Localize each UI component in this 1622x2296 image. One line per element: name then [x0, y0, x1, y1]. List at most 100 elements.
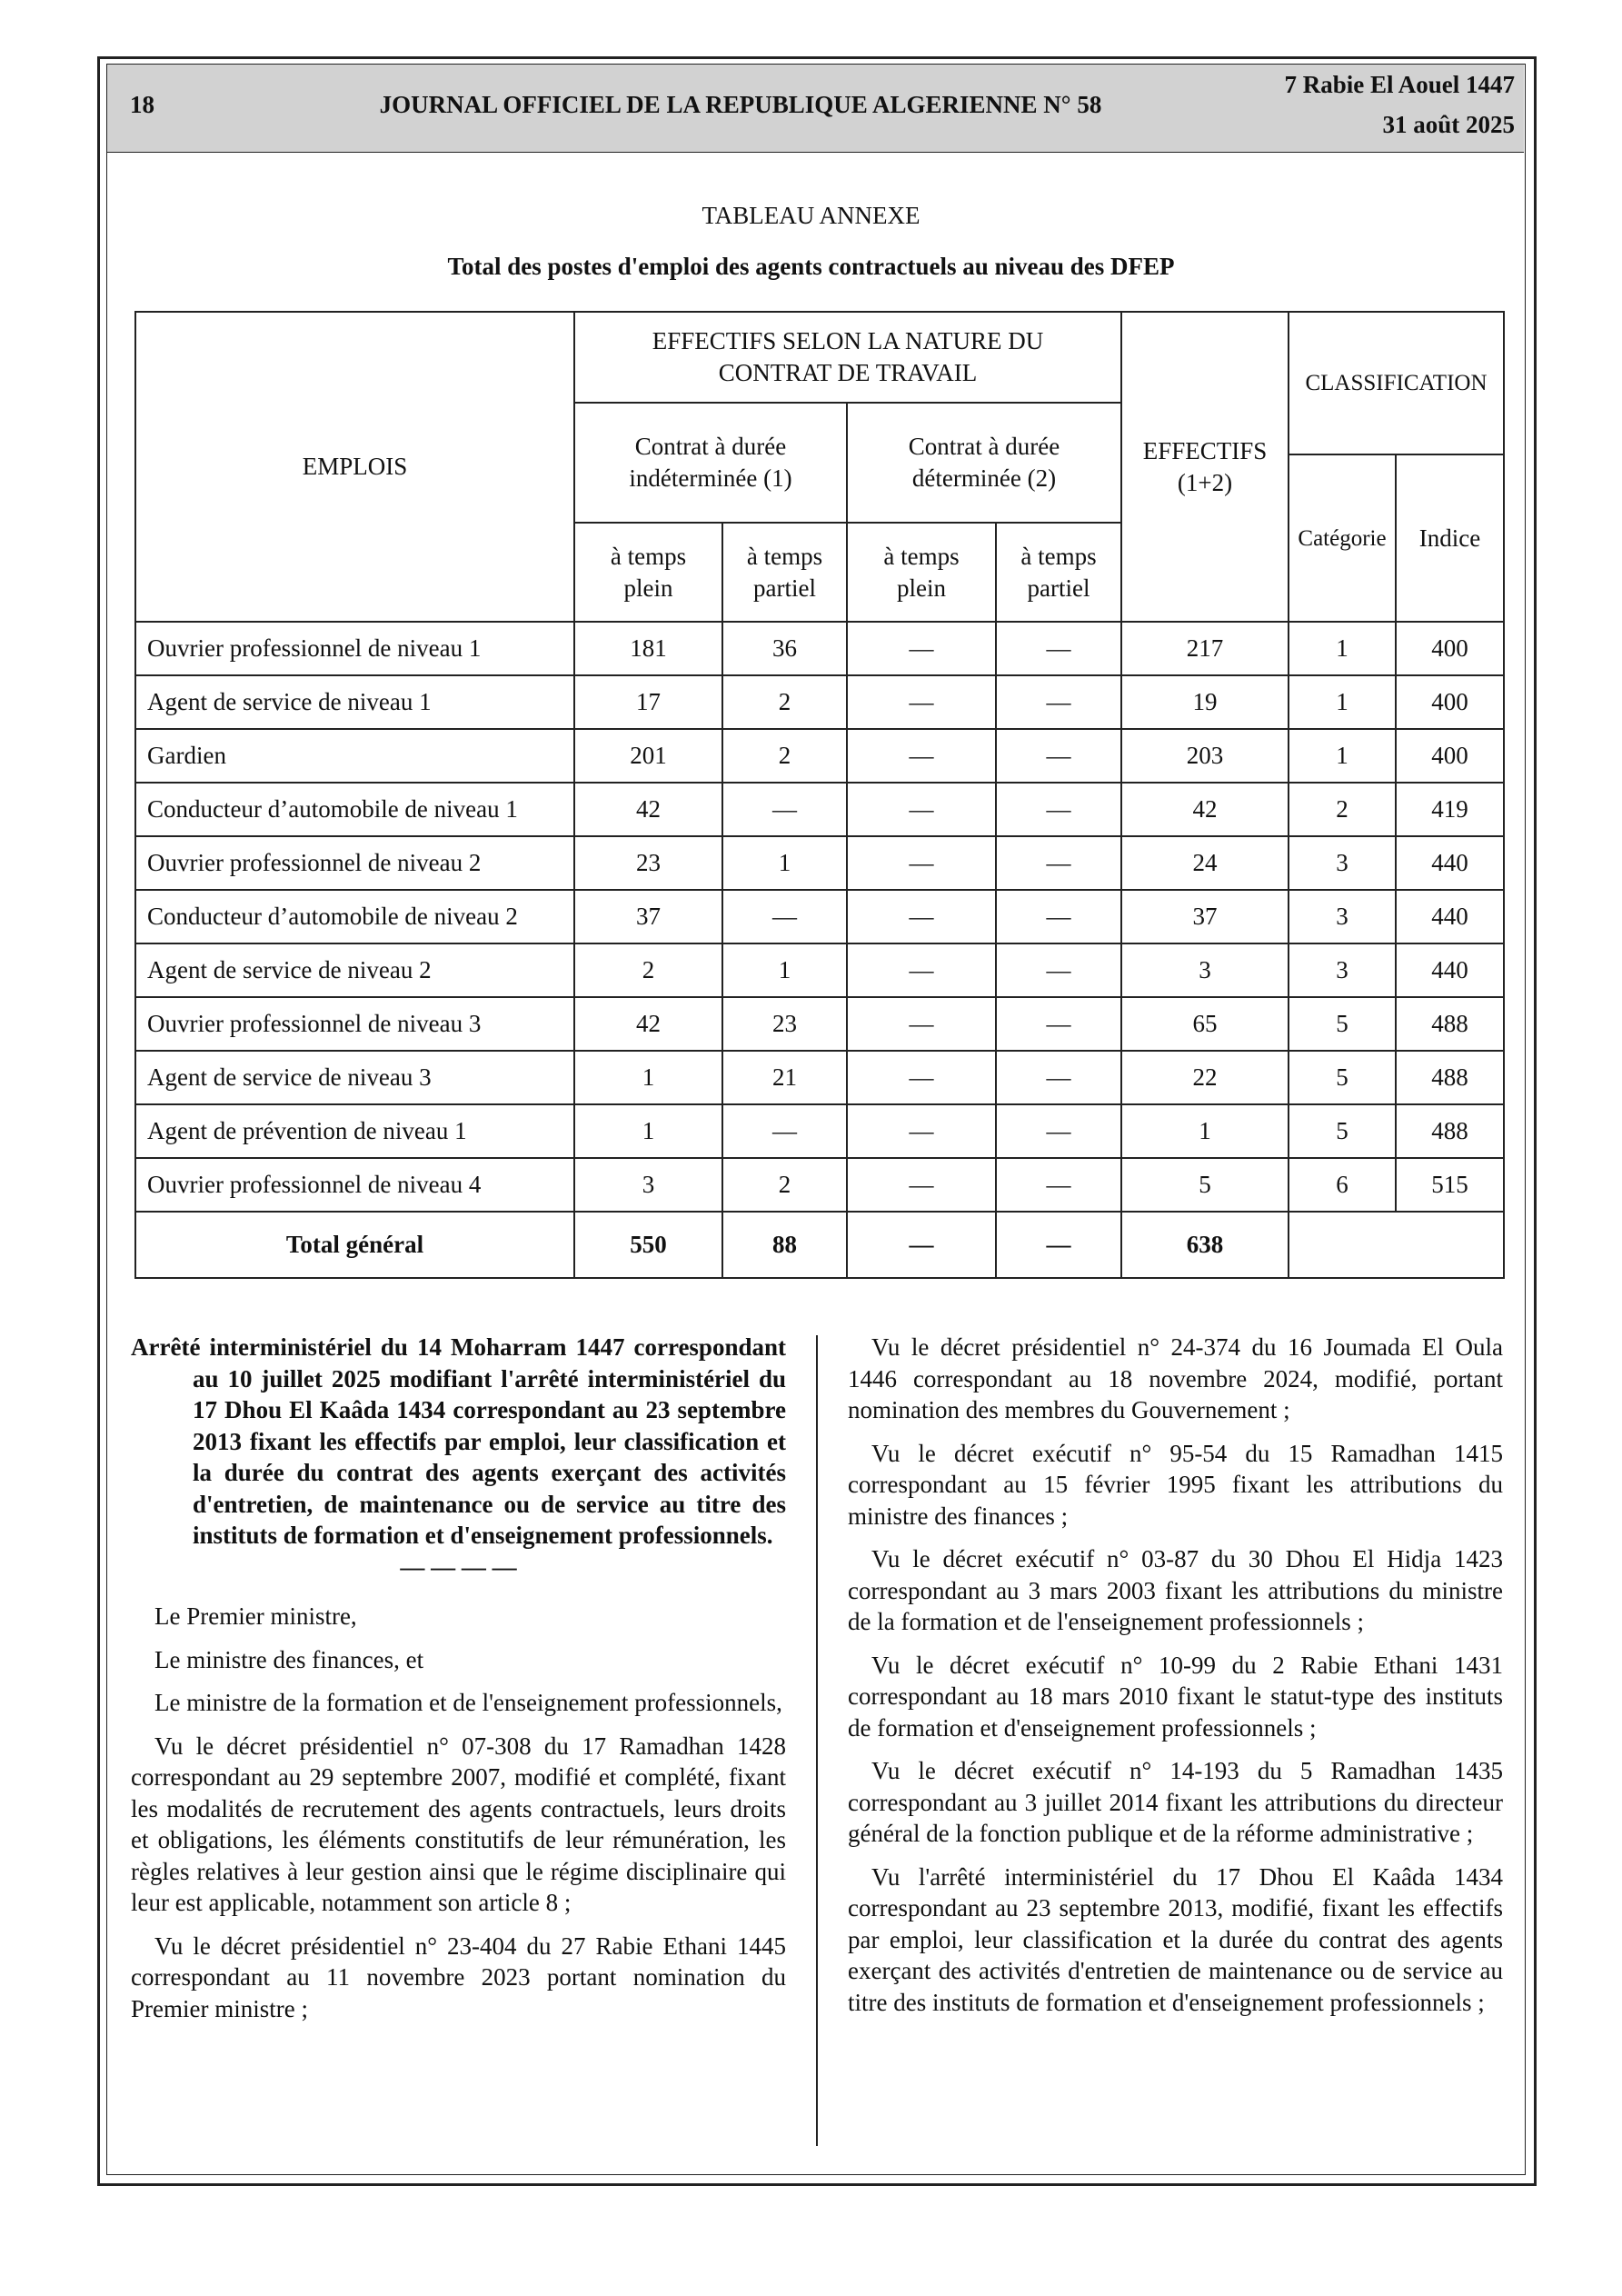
cell: 3	[573, 1157, 723, 1213]
column-divider	[816, 1335, 818, 2146]
total-label: Total général	[134, 1211, 575, 1279]
row-label: Ouvrier professionnel de niveau 4	[134, 1157, 575, 1213]
cell: —	[995, 1157, 1122, 1213]
data-row: Agent de service de niveau 2 2 1— —3 3 440	[134, 943, 1505, 998]
cell: —	[846, 943, 997, 998]
journal-title: JOURNAL OFFICIEL DE LA REPUBLIQUE ALGERI…	[379, 91, 1102, 118]
header-cell: EFFECTIFS (1+2)	[1120, 311, 1289, 623]
cell: 23	[721, 996, 848, 1052]
header-cell: EFFECTIFS SELON LA NATURE DU CONTRAT DE …	[573, 311, 1122, 404]
cell: 2	[721, 1157, 848, 1213]
cell: 42	[573, 996, 723, 1052]
cell: 181	[573, 621, 723, 676]
header-cell: à temps plein	[573, 522, 723, 623]
cell: —	[995, 1103, 1122, 1159]
right-column: Vu le décret présidentiel n° 24-374 du 1…	[848, 1332, 1503, 2030]
cell: 488	[1395, 1050, 1505, 1105]
cell: 2	[721, 728, 848, 784]
header-cell: Indice	[1395, 454, 1505, 623]
cell: 201	[573, 728, 723, 784]
cell: —	[995, 621, 1122, 676]
cell: —	[846, 835, 997, 891]
cell: 21	[721, 1050, 848, 1105]
annex-subtitle: Total des postes d'emploi des agents con…	[447, 253, 1175, 280]
cell: 17	[573, 674, 723, 730]
cell: —	[995, 728, 1122, 784]
data-row: Agent de service de niveau 3 1 21— —22 5 488	[134, 1050, 1505, 1105]
data-row: Agent de service de niveau 1 17 2— —19 1 400	[134, 674, 1505, 730]
cell: —	[846, 621, 997, 676]
data-row: Gardien 201 2— —203 1 400	[134, 728, 1505, 784]
cell: —	[846, 889, 997, 944]
cell: 440	[1395, 943, 1505, 998]
header-cell: à temps partiel	[995, 522, 1122, 623]
paragraph: Vu le décret exécutif n° 03-87 du 30 Dho…	[848, 1545, 1503, 1635]
total-cell: 550	[573, 1211, 723, 1279]
row-label: Gardien	[134, 728, 575, 784]
table-body: EMPLOIS EFFECTIFS SELON LA NATURE DU CON…	[134, 311, 1505, 1279]
paragraph: Vu le décret présidentiel n° 07-308 du 1…	[131, 1732, 786, 1917]
data-row: Ouvrier professionnel de niveau 2 23 1— —24…	[134, 835, 1505, 891]
paragraph: Vu le décret présidentiel n° 23-404 du 2…	[131, 1932, 786, 2022]
cell: 1	[721, 943, 848, 998]
cell: 1	[1288, 728, 1397, 784]
header-cell: EMPLOIS	[134, 311, 575, 623]
cell: 1	[573, 1103, 723, 1159]
cell: —	[995, 835, 1122, 891]
data-row: Conducteur d’automobile de niveau 1 42— — —…	[134, 782, 1505, 837]
cell: 400	[1395, 674, 1505, 730]
cell: —	[995, 1050, 1122, 1105]
cell: 22	[1120, 1050, 1289, 1105]
row-label: Agent de service de niveau 1	[134, 674, 575, 730]
cell: —	[846, 1103, 997, 1159]
annex-title: TABLEAU ANNEXE	[702, 202, 920, 229]
cell: 19	[1120, 674, 1289, 730]
header-row: EMPLOIS EFFECTIFS SELON LA NATURE DU CON…	[134, 311, 1505, 623]
paragraph: Le ministre des finances, et	[154, 1645, 424, 1673]
cell: 42	[573, 782, 723, 837]
header-cell: CLASSIFICATION	[1288, 311, 1505, 455]
paragraph: Vu le décret exécutif n° 95-54 du 15 Ram…	[848, 1439, 1503, 1530]
row-label: Conducteur d’automobile de niveau 2	[134, 889, 575, 944]
cell: 36	[721, 621, 848, 676]
date-hijri: 7 Rabie El Aouel 1447	[1284, 71, 1515, 98]
outer-frame	[97, 56, 1537, 2186]
cell: 1	[1288, 674, 1397, 730]
separator: — — — —	[400, 1552, 517, 1581]
paragraph: Vu l'arrêté interministériel du 17 Dhou …	[848, 1862, 1503, 2016]
cell: 217	[1120, 621, 1289, 676]
total-cell: 88	[721, 1211, 848, 1279]
cell: 488	[1395, 996, 1505, 1052]
cell: 3	[1288, 943, 1397, 998]
cell: —	[846, 1050, 997, 1105]
paragraph: Vu le décret exécutif n° 10-99 du 2 Rabi…	[848, 1651, 1503, 1742]
cell: 3	[1288, 889, 1397, 944]
total-cell: 638	[1120, 1211, 1289, 1279]
cell: 440	[1395, 835, 1505, 891]
cell: 400	[1395, 621, 1505, 676]
cell: 3	[1288, 835, 1397, 891]
cell: 419	[1395, 782, 1505, 837]
cell: 400	[1395, 728, 1505, 784]
left-column: Arrêté interministériel du 14 Moharram 1…	[131, 1332, 786, 2036]
cell: —	[846, 996, 997, 1052]
cell: 5	[1288, 1103, 1397, 1159]
row-label: Ouvrier professionnel de niveau 1	[134, 621, 575, 676]
cell: 1	[1288, 621, 1397, 676]
header-cell: à temps partiel	[721, 522, 848, 623]
header-cell: Contrat à durée indéterminée (1)	[573, 402, 848, 524]
paragraph: Vu le décret exécutif n° 14-193 du 5 Ram…	[848, 1757, 1503, 1847]
total-cell: —	[995, 1211, 1122, 1279]
date-gregorian: 31 août 2025	[1382, 111, 1515, 138]
row-label: Conducteur d’automobile de niveau 1	[134, 782, 575, 837]
cell: —	[721, 889, 848, 944]
data-row: Agent de prévention de niveau 1 1— — —1 5 488	[134, 1103, 1505, 1159]
paragraph: Le ministre de la formation et de l'ense…	[154, 1689, 782, 1716]
cell: —	[995, 674, 1122, 730]
cell: 24	[1120, 835, 1289, 891]
cell: —	[995, 889, 1122, 944]
cell: 488	[1395, 1103, 1505, 1159]
cell: 42	[1120, 782, 1289, 837]
empty-cell	[1288, 1211, 1505, 1279]
